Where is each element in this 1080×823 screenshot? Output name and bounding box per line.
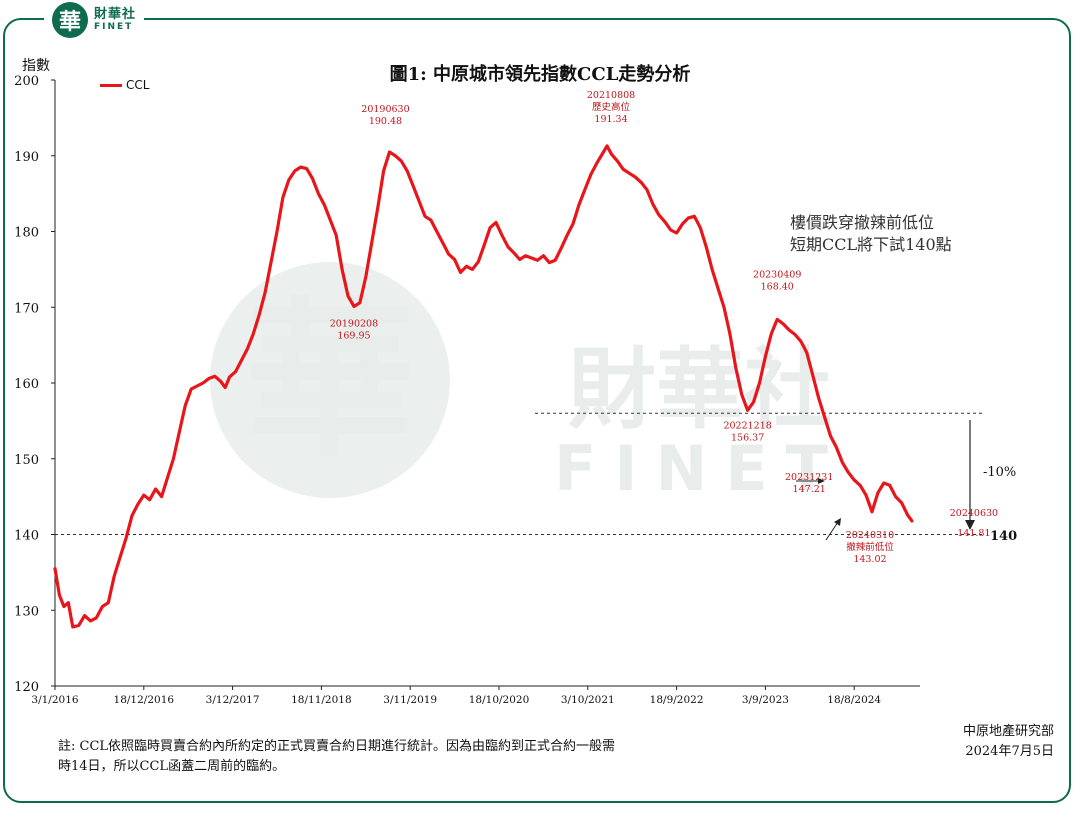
side-note-line2: 短期CCL將下試140點 bbox=[790, 235, 952, 254]
y-tick-label: 160 bbox=[14, 377, 39, 392]
chart-title: 圖1: 中原城市領先指數CCL走勢分析 bbox=[389, 64, 691, 85]
y-tick-label: 150 bbox=[14, 453, 39, 468]
annotation-pointer-20240310 bbox=[825, 521, 839, 541]
y-tick-label: 130 bbox=[14, 604, 39, 619]
x-tick-label: 3/9/2023 bbox=[742, 694, 789, 706]
x-tick-label: 18/10/2020 bbox=[469, 694, 530, 706]
ref-level-label: 140 bbox=[990, 529, 1017, 544]
chart-frame bbox=[3, 18, 1071, 803]
y-tick-label: 170 bbox=[14, 301, 39, 316]
x-tick-label: 3/12/2017 bbox=[206, 694, 260, 706]
y-ticks: 120 130 140 150 160 170 180 190 200 bbox=[14, 74, 55, 695]
annotation-date: 20210808 bbox=[587, 90, 635, 101]
series-line-ccl bbox=[53, 144, 914, 629]
annotation-value: 141.81 bbox=[957, 528, 990, 539]
x-ticks: 3/1/2016 18/12/2016 3/12/2017 18/11/2018 3/1… bbox=[31, 686, 881, 706]
annotation-value: 143.02 bbox=[853, 554, 886, 565]
source: 中原地產研究部 2024年7月5日 bbox=[963, 722, 1054, 762]
annotation-value: 169.95 bbox=[337, 330, 370, 341]
annotation-pointer-head-20231231 bbox=[818, 478, 825, 484]
annotation-value: 147.21 bbox=[793, 484, 826, 495]
y-axis-unit: 指數 bbox=[22, 58, 50, 74]
brand-logo-mark: 華 bbox=[52, 2, 88, 38]
annotation-date: 20221218 bbox=[723, 420, 771, 431]
brand-name-cn: 財華社 bbox=[94, 7, 137, 22]
brand-name-en: FINET bbox=[94, 22, 134, 32]
annotation-date: 20240630 bbox=[950, 508, 998, 519]
y-tick-label: 140 bbox=[14, 529, 39, 544]
annotation-date: 20231231 bbox=[785, 472, 833, 483]
series-layer bbox=[53, 144, 914, 629]
y-tick-label: 120 bbox=[14, 680, 39, 695]
annotation-value: 168.40 bbox=[761, 281, 794, 292]
annotation-date: 20190630 bbox=[361, 104, 409, 115]
watermark-en: FINET bbox=[554, 432, 846, 505]
footnote-line1: 註: CCL依照臨時買賣合約內所約定的正式買賣合約日期進行統計。因為由臨約到正式… bbox=[58, 739, 616, 754]
y-tick-label: 200 bbox=[14, 74, 39, 89]
footnote-line2: 時14日，所以CCL函蓋二周前的臨約。 bbox=[58, 759, 286, 774]
x-tick-label: 3/1/2016 bbox=[31, 694, 78, 706]
side-note-line1: 樓價跌穿撤辣前低位 bbox=[790, 213, 935, 232]
side-note: 樓價跌穿撤辣前低位 短期CCL將下試140點 bbox=[790, 212, 952, 256]
annotation-date: 20190208 bbox=[330, 318, 378, 329]
legend: CCL bbox=[100, 78, 149, 92]
legend-swatch bbox=[100, 83, 122, 87]
y-tick-label: 190 bbox=[14, 150, 39, 165]
brand-logo: 華 財華社 FINET bbox=[44, 0, 145, 40]
change-label: -10% bbox=[983, 465, 1016, 480]
x-tick-label: 18/12/2016 bbox=[114, 694, 175, 706]
y-tick-label: 180 bbox=[14, 226, 39, 241]
x-tick-label: 18/9/2022 bbox=[650, 694, 704, 706]
watermark-cn: 財華社 bbox=[568, 338, 832, 441]
annotation-date: 20240310 bbox=[846, 530, 894, 541]
annotation-note: 歷史高位 bbox=[592, 101, 631, 113]
change-arrow-head bbox=[965, 520, 975, 530]
annotation-value: 190.48 bbox=[369, 116, 402, 127]
legend-label: CCL bbox=[126, 78, 150, 92]
annotation-value: 156.37 bbox=[731, 432, 764, 443]
footnote: 註: CCL依照臨時買賣合約內所約定的正式買賣合約日期進行統計。因為由臨約到正式… bbox=[58, 737, 615, 777]
source-line1: 中原地產研究部 bbox=[962, 724, 1054, 739]
annotation-note: 撤辣前低位 bbox=[846, 541, 894, 553]
x-tick-label: 18/8/2024 bbox=[827, 694, 881, 706]
x-tick-label: 3/11/2019 bbox=[383, 694, 437, 706]
x-tick-label: 18/11/2018 bbox=[291, 694, 352, 706]
watermark-seal-char: 華 bbox=[245, 283, 415, 481]
annotation-pointer-head-20240310 bbox=[834, 518, 841, 526]
source-line2: 2024年7月5日 bbox=[965, 744, 1054, 759]
annotation-value: 191.34 bbox=[594, 114, 627, 125]
annotation-date: 20230409 bbox=[753, 269, 801, 280]
brand-text: 財華社 FINET bbox=[94, 8, 136, 32]
watermark: 華 財華社 FINET bbox=[210, 262, 846, 505]
x-tick-label: 3/10/2021 bbox=[561, 694, 615, 706]
watermark-seal bbox=[210, 262, 450, 498]
